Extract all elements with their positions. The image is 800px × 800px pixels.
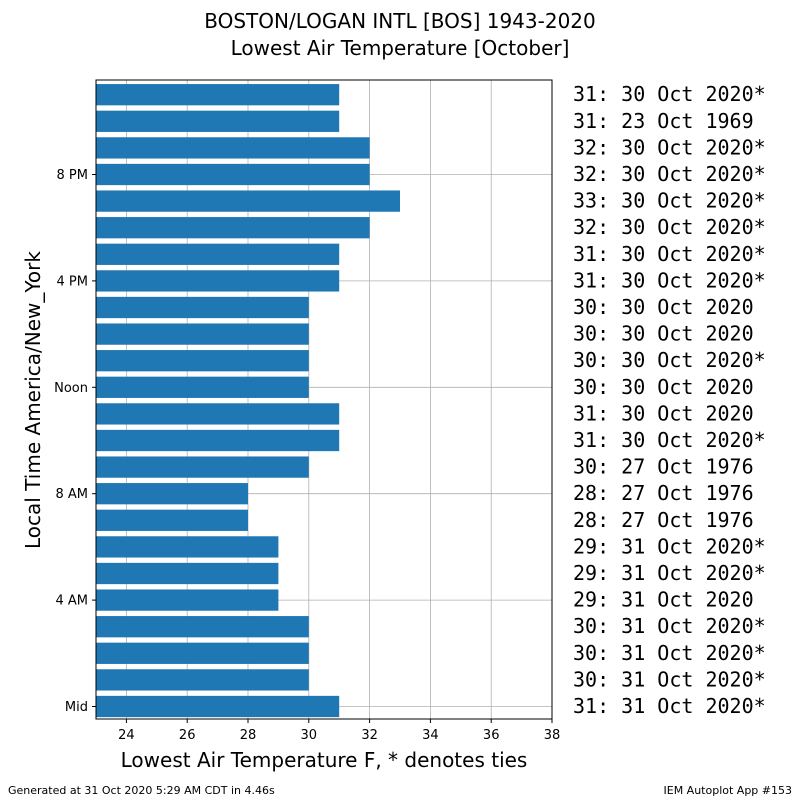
bar-hour-14	[96, 323, 309, 345]
record-annotation: 31: 30 Oct 2020*	[573, 82, 766, 106]
record-annotation: 30: 30 Oct 2020	[573, 295, 754, 319]
record-annotation: 31: 30 Oct 2020*	[573, 268, 766, 292]
record-annotation: 30: 31 Oct 2020*	[573, 667, 766, 691]
axis-ticks: 24 26 28 30 32 34 36 38 Mid 4 AM 8 AM Noon 4 PM 8 PM	[54, 168, 560, 743]
y-tick-label: 4 PM	[57, 274, 88, 289]
bar-hour-7	[96, 509, 248, 531]
record-annotation: 31: 30 Oct 2020*	[573, 428, 766, 452]
footer-app: IEM Autoplot App #153	[663, 784, 793, 797]
bar-hour-4	[96, 589, 279, 611]
bar-hour-6	[96, 536, 279, 558]
x-axis-label: Lowest Air Temperature F, * denotes ties	[121, 748, 528, 772]
record-annotation: 32: 30 Oct 2020*	[573, 215, 766, 239]
x-tick-label: 30	[301, 728, 318, 743]
y-tick-label: Noon	[54, 381, 88, 396]
bar-hour-8	[96, 483, 248, 505]
chart-subtitle: Lowest Air Temperature [October]	[230, 36, 570, 60]
x-tick-label: 34	[422, 728, 439, 743]
x-tick-label: 26	[179, 728, 196, 743]
record-annotation: 29: 31 Oct 2020	[573, 588, 754, 612]
bar-hour-20	[96, 163, 370, 186]
bar-hour-23	[96, 84, 340, 106]
record-annotation: 30: 31 Oct 2020*	[573, 641, 766, 665]
bar-hour-10	[96, 429, 340, 452]
bar-hour-11	[96, 403, 340, 425]
record-annotation: 31: 30 Oct 2020	[573, 401, 754, 425]
bar-hour-0	[96, 695, 340, 718]
plot-frame	[95, 79, 553, 720]
bar-hour-5	[96, 562, 279, 585]
x-tick-label: 36	[483, 728, 500, 743]
bar-hour-3	[96, 616, 309, 638]
record-annotation: 30: 30 Oct 2020	[573, 375, 754, 399]
footer-generated: Generated at 31 Oct 2020 5:29 AM CDT in …	[8, 784, 275, 797]
record-annotation: 31: 30 Oct 2020*	[573, 242, 766, 266]
bar-hour-22	[96, 110, 340, 132]
bar-hour-15	[96, 296, 309, 319]
annotations: 31: 31 Oct 2020*30: 31 Oct 2020*30: 31 O…	[573, 82, 766, 718]
record-annotation: 29: 31 Oct 2020*	[573, 534, 766, 558]
record-annotation: 33: 30 Oct 2020*	[573, 189, 766, 213]
y-tick-label: Mid	[65, 700, 88, 715]
bar-hour-13	[96, 350, 309, 372]
bar-hour-12	[96, 376, 309, 398]
x-tick-label: 28	[240, 728, 257, 743]
record-annotation: 29: 31 Oct 2020*	[573, 561, 766, 585]
record-annotation: 30: 30 Oct 2020*	[573, 348, 766, 372]
y-tick-label: 8 PM	[57, 168, 88, 183]
record-annotation: 30: 27 Oct 1976	[573, 455, 754, 479]
record-annotation: 28: 27 Oct 1976	[573, 481, 754, 505]
record-annotation: 32: 30 Oct 2020*	[573, 162, 766, 186]
bar-hour-21	[96, 137, 370, 159]
chart-title: BOSTON/LOGAN INTL [BOS] 1943-2020	[204, 9, 596, 33]
record-annotation: 32: 30 Oct 2020*	[573, 135, 766, 159]
bar-hour-2	[96, 642, 309, 664]
bar-hour-9	[96, 456, 309, 478]
bar-hour-16	[96, 270, 340, 292]
x-tick-label: 32	[361, 728, 378, 743]
record-annotation: 30: 30 Oct 2020	[573, 322, 754, 346]
bar-hour-18	[96, 217, 370, 239]
record-annotation: 28: 27 Oct 1976	[573, 508, 754, 532]
record-annotation: 31: 31 Oct 2020*	[573, 694, 766, 718]
record-annotation: 30: 31 Oct 2020*	[573, 614, 766, 638]
bar-hour-19	[96, 190, 400, 212]
bars	[96, 84, 400, 718]
y-axis-label: Local Time America/New_York	[21, 251, 45, 549]
x-tick-label: 24	[118, 728, 135, 743]
y-tick-label: 4 AM	[55, 594, 88, 609]
bar-hour-1	[96, 669, 309, 691]
record-annotation: 31: 23 Oct 1969	[573, 109, 754, 133]
y-tick-label: 8 AM	[55, 487, 88, 502]
bar-hour-17	[96, 243, 340, 265]
x-tick-label: 38	[544, 728, 561, 743]
